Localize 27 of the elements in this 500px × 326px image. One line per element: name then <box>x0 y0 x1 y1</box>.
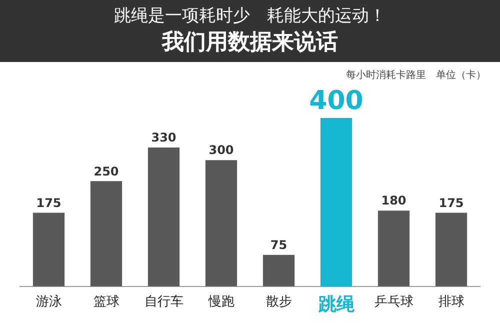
bar <box>205 160 238 286</box>
x-tick-label: 篮球 <box>93 294 120 310</box>
data-label: 400 <box>309 86 364 116</box>
bar <box>90 181 122 286</box>
bar <box>320 118 352 286</box>
data-label: 250 <box>94 164 119 178</box>
data-label: 330 <box>151 130 176 145</box>
bar <box>378 210 410 286</box>
data-label: 175 <box>438 196 464 210</box>
text: 每小时消耗卡路里 单位（卡） <box>345 68 487 83</box>
bar <box>262 254 295 286</box>
bar <box>148 147 180 286</box>
x-tick-label: 自行车 <box>144 294 184 310</box>
bar <box>32 212 65 286</box>
chart-title: 跳绳是一项耗时少 耗能大的运动！ <box>113 5 387 28</box>
x-tick-label: 排球 <box>438 294 464 310</box>
data-label: 180 <box>381 194 406 208</box>
chart-subtitle: 我们用数据来说话 <box>160 29 339 57</box>
x-tick-label: 乒乓球 <box>374 294 414 310</box>
x-tick-label: 慢跑 <box>207 294 234 310</box>
data-label: 175 <box>36 196 62 210</box>
x-tick-label: 散步 <box>266 294 292 310</box>
x-tick-label: 游泳 <box>36 294 62 310</box>
data-label: 300 <box>208 143 234 158</box>
bar <box>435 212 468 286</box>
data-label: 75 <box>270 238 288 252</box>
x-tick-label: 跳绳 <box>317 294 356 315</box>
